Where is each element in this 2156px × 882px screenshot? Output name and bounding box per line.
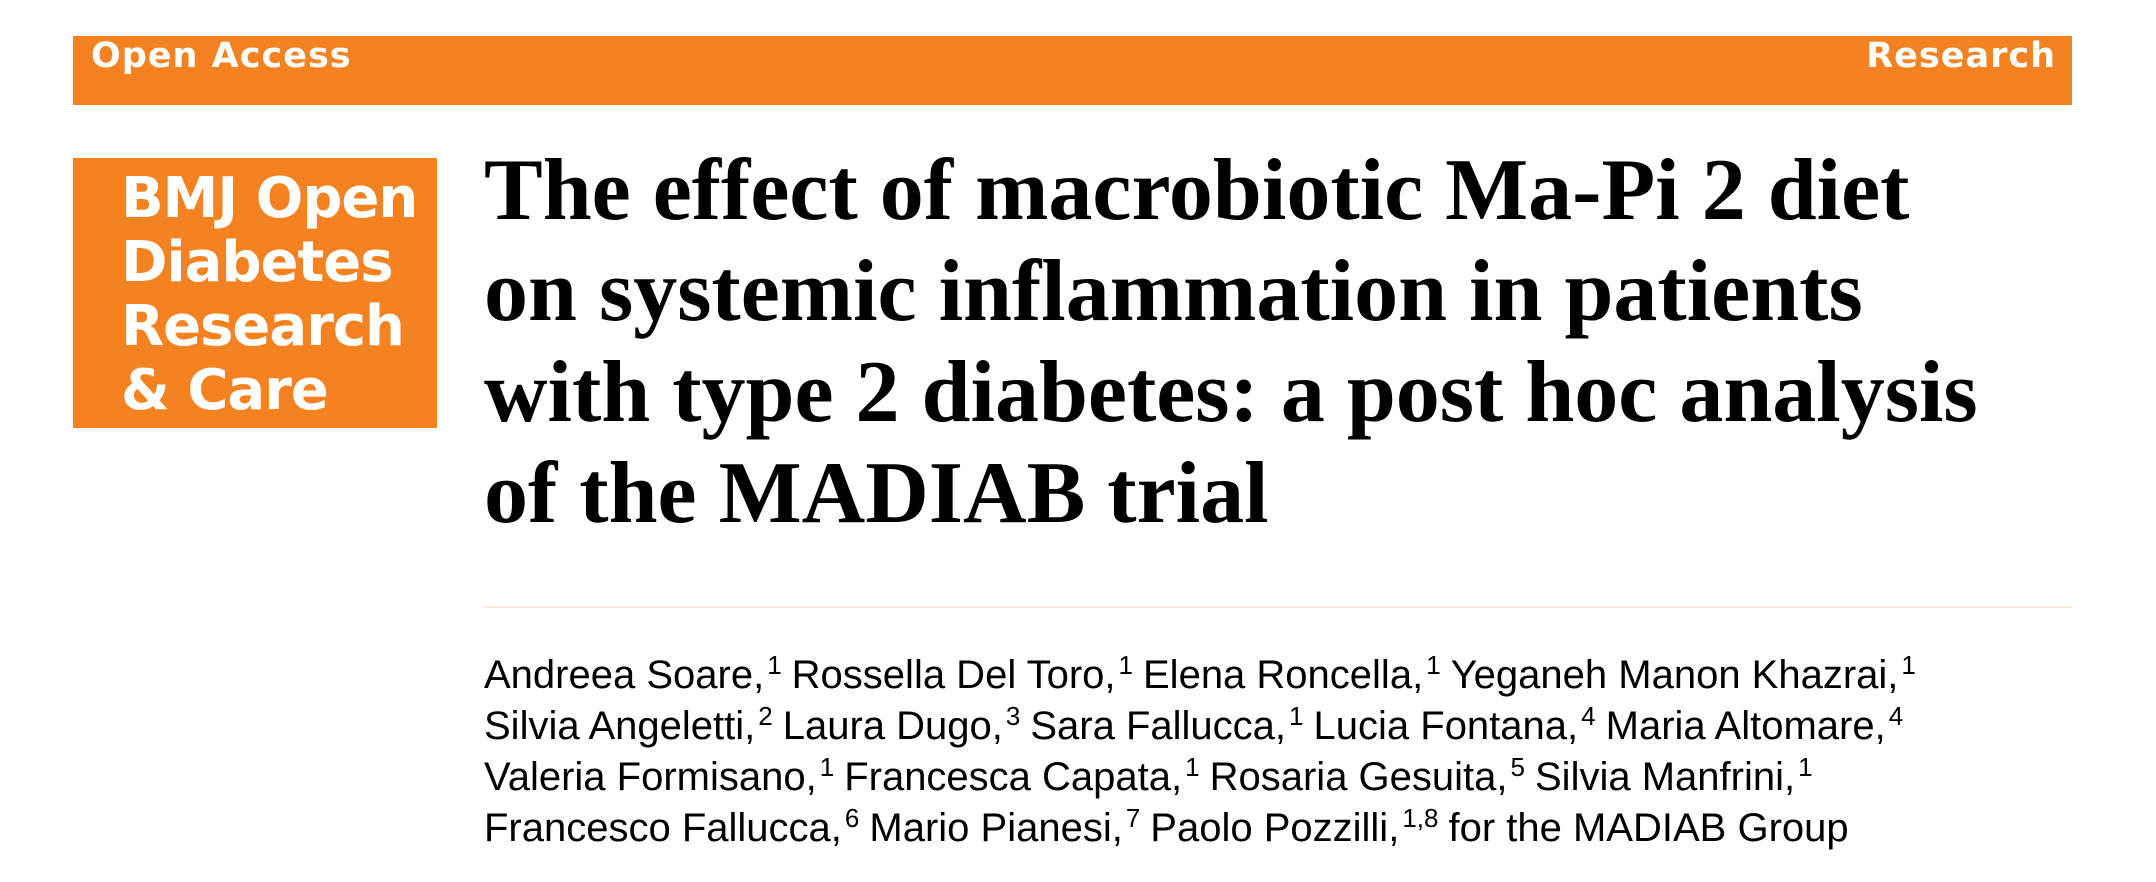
author: Silvia Manfrini, 1 — [1535, 752, 1813, 799]
author: Sara Fallucca, 1 — [1030, 701, 1304, 748]
author: Maria Altomare, 4 — [1605, 701, 1904, 748]
author-line: Valeria Formisano, 1 Francesca Capata, 1 Ros… — [484, 752, 1926, 803]
author: Lucia Fontana, 4 — [1313, 701, 1596, 748]
affiliation: 1 — [819, 752, 835, 782]
affiliation: 1,8 — [1402, 803, 1439, 833]
author-name: Maria Altomare, — [1605, 704, 1886, 748]
affiliation: 3 — [1005, 701, 1021, 731]
author: Andreea Soare, 1 — [484, 650, 782, 697]
affiliation: 1 — [1118, 650, 1133, 680]
author: Silvia Angeletti, 2 — [484, 701, 773, 748]
logo-line: Research — [121, 294, 405, 359]
affiliation: 5 — [1510, 752, 1525, 782]
affiliation: 1 — [1185, 752, 1200, 782]
author-name: Valeria Formisano, — [484, 755, 817, 799]
author: Paolo Pozzilli, 1,8 — [1150, 803, 1439, 850]
affiliation: 1 — [1289, 701, 1304, 731]
author: Francesco Fallucca, 6 — [484, 803, 860, 850]
affiliation: 1 — [767, 650, 782, 680]
author: Yeganeh Manon Khazrai, 1 — [1450, 650, 1916, 697]
author-name: Yeganeh Manon Khazrai, — [1450, 653, 1899, 697]
author-name: Mario Pianesi, — [869, 806, 1123, 850]
author: Elena Roncella, 1 — [1143, 650, 1441, 697]
author: Francesca Capata, 1 — [844, 752, 1200, 799]
author-line: Francesco Fallucca, 6 Mario Pianesi, 7 Paolo… — [484, 803, 1926, 854]
divider — [484, 606, 2072, 608]
logo-line: BMJ Open — [121, 166, 418, 231]
title-line: of the MADIAB trial — [484, 445, 1269, 542]
group-name: for the MADIAB Group — [1448, 806, 1849, 850]
affiliation: 6 — [844, 803, 860, 833]
author-line: Silvia Angeletti, 2 Laura Dugo, 3 Sara Fallu… — [484, 701, 1926, 752]
journal-logo: BMJ Open Diabetes Research & Care — [73, 158, 437, 428]
author-name: Andreea Soare, — [484, 653, 765, 697]
affiliation: 7 — [1125, 803, 1141, 833]
logo-line: & Care — [121, 358, 329, 423]
affiliation: 1 — [1426, 650, 1441, 680]
author-name: Laura Dugo, — [782, 704, 1003, 748]
affiliation: 4 — [1581, 701, 1596, 731]
author-name: Francesca Capata, — [844, 755, 1183, 799]
title-line: on systemic inflammation in patients — [484, 243, 1863, 340]
author-name: Rosaria Gesuita, — [1209, 755, 1508, 799]
logo-line: Diabetes — [121, 230, 394, 295]
top-bar: Open Access Research — [73, 36, 2072, 105]
author: Rossella Del Toro, 1 — [791, 650, 1133, 697]
author-name: Elena Roncella, — [1143, 653, 1424, 697]
author-line: Andreea Soare, 1 Rossella Del Toro, 1 Elena … — [484, 650, 1926, 701]
author-name: Lucia Fontana, — [1313, 704, 1579, 748]
author-name: Silvia Manfrini, — [1535, 755, 1796, 799]
author: Valeria Formisano, 1 — [484, 752, 835, 799]
author-list: Andreea Soare, 1 Rossella Del Toro, 1 Elena … — [484, 650, 1926, 854]
title-line: with type 2 diabetes: a post hoc analysi… — [484, 344, 1978, 441]
access-label: Open Access — [91, 36, 352, 76]
author-name: Francesco Fallucca, — [484, 806, 842, 850]
author-name: Silvia Angeletti, — [484, 704, 756, 748]
article-title: The effect of macrobiotic Ma-Pi 2 diet on… — [484, 140, 2084, 544]
author: Mario Pianesi, 7 — [869, 803, 1141, 850]
affiliation: 1 — [1901, 650, 1916, 680]
author: Rosaria Gesuita, 5 — [1209, 752, 1525, 799]
author: Laura Dugo, 3 — [782, 701, 1021, 748]
affiliation: 4 — [1888, 701, 1904, 731]
author-name: Rossella Del Toro, — [791, 653, 1116, 697]
title-line: The effect of macrobiotic Ma-Pi 2 diet — [484, 142, 1910, 239]
section-label: Research — [1866, 36, 2056, 76]
affiliation: 2 — [758, 701, 773, 731]
author-name: Sara Fallucca, — [1030, 704, 1287, 748]
affiliation: 1 — [1798, 752, 1813, 782]
author-name: Paolo Pozzilli, — [1150, 806, 1400, 850]
